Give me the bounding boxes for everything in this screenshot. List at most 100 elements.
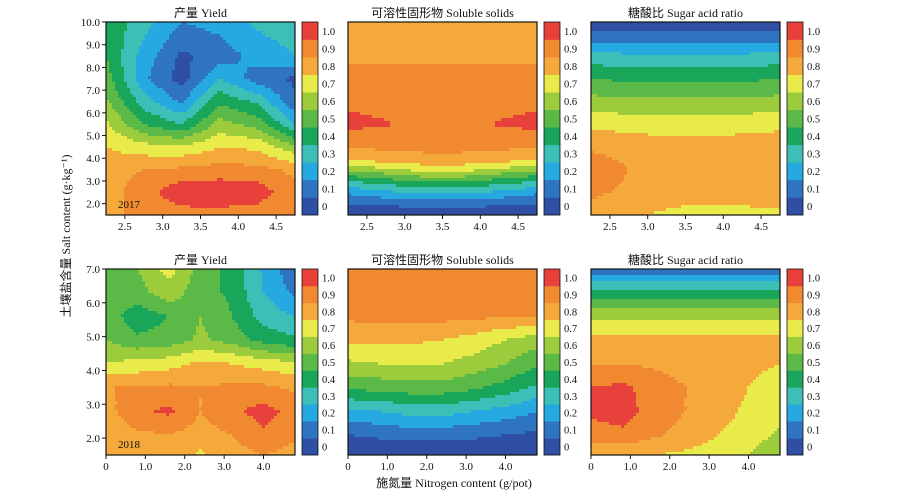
contour-cell	[250, 178, 253, 181]
contour-cell	[253, 61, 256, 64]
contour-cell	[193, 175, 196, 178]
contour-cell	[528, 37, 531, 40]
contour-cell	[268, 115, 271, 118]
contour-cell	[229, 37, 232, 40]
contour-cell	[112, 118, 115, 121]
contour-cell	[184, 187, 187, 190]
contour-cell	[145, 169, 148, 172]
contour-cell	[178, 148, 181, 151]
contour-cell	[148, 106, 151, 109]
contour-cell	[217, 34, 220, 37]
contour-cell	[112, 37, 115, 40]
contour-cell	[286, 160, 289, 163]
contour-cell	[118, 175, 121, 178]
contour-cell	[169, 82, 172, 85]
contour-cell	[256, 190, 259, 193]
contour-cell	[253, 205, 256, 208]
contour-cell	[172, 190, 175, 193]
contour-cell	[417, 58, 420, 61]
contour-cell	[354, 58, 357, 61]
contour-cell	[387, 61, 390, 64]
contour-cell	[232, 205, 235, 208]
contour-cell	[271, 97, 274, 100]
contour-cell	[232, 115, 235, 118]
contour-cell	[115, 211, 118, 214]
contour-cell	[238, 109, 241, 112]
contour-cell	[220, 199, 223, 202]
contour-cell	[109, 43, 112, 46]
contour-cell	[378, 61, 381, 64]
contour-cell	[244, 25, 247, 28]
contour-cell	[163, 193, 166, 196]
contour-cell	[265, 208, 268, 211]
contour-cell	[172, 73, 175, 76]
contour-cell	[259, 184, 262, 187]
contour-cell	[253, 40, 256, 43]
contour-cell	[277, 31, 280, 34]
contour-cell	[226, 67, 229, 70]
contour-cell	[244, 172, 247, 175]
contour-cell	[226, 40, 229, 43]
contour-fill	[106, 22, 295, 217]
contour-cell	[259, 85, 262, 88]
contour-cell	[166, 118, 169, 121]
contour-cell	[274, 28, 277, 31]
contour-cell	[124, 34, 127, 37]
contour-cell	[253, 181, 256, 184]
contour-cell	[184, 40, 187, 43]
contour-cell	[480, 58, 483, 61]
contour-cell	[124, 109, 127, 112]
contour-cell	[271, 181, 274, 184]
contour-cell	[199, 148, 202, 151]
contour-cell	[175, 85, 178, 88]
contour-cell	[184, 133, 187, 136]
contour-cell	[247, 79, 250, 82]
contour-cell	[136, 109, 139, 112]
contour-cell	[208, 106, 211, 109]
contour-cell	[405, 52, 408, 55]
contour-cell	[217, 112, 220, 115]
contour-cell	[259, 73, 262, 76]
contour-cell	[426, 55, 429, 58]
contour-cell	[235, 97, 238, 100]
contour-cell	[139, 121, 142, 124]
contour-cell	[226, 130, 229, 133]
contour-cell	[124, 79, 127, 82]
contour-cell	[420, 43, 423, 46]
contour-cell	[265, 211, 268, 214]
contour-cell	[232, 49, 235, 52]
contour-cell	[235, 55, 238, 58]
contour-cell	[136, 178, 139, 181]
contour-cell	[202, 196, 205, 199]
contour-cell	[154, 127, 157, 130]
contour-cell	[202, 37, 205, 40]
contour-cell	[208, 199, 211, 202]
contour-cell	[429, 52, 432, 55]
contour-cell	[390, 58, 393, 61]
contour-cell	[175, 154, 178, 157]
contour-cell	[253, 91, 256, 94]
contour-cell	[202, 28, 205, 31]
contour-cell	[121, 115, 124, 118]
contour-cell	[280, 184, 283, 187]
contour-cell	[184, 103, 187, 106]
contour-cell	[142, 106, 145, 109]
contour-cell	[142, 94, 145, 97]
contour-cell	[181, 208, 184, 211]
contour-cell	[372, 49, 375, 52]
contour-cell	[139, 58, 142, 61]
contour-cell	[507, 43, 510, 46]
contour-cell	[196, 184, 199, 187]
contour-cell	[250, 88, 253, 91]
contour-cell	[118, 157, 121, 160]
contour-cell	[268, 67, 271, 70]
contour-cell	[124, 40, 127, 43]
contour-cell	[244, 40, 247, 43]
contour-cell	[259, 115, 262, 118]
contour-cell	[262, 46, 265, 49]
contour-cell	[423, 52, 426, 55]
contour-cell	[115, 40, 118, 43]
contour-cell	[289, 187, 292, 190]
contour-cell	[157, 136, 160, 139]
contour-cell	[262, 76, 265, 79]
